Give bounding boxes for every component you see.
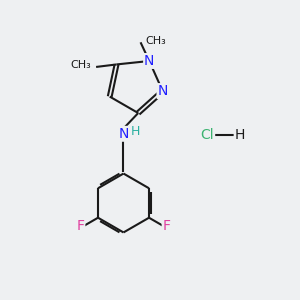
Text: H: H	[131, 125, 141, 138]
Text: H: H	[235, 128, 245, 142]
Text: CH₃: CH₃	[146, 36, 166, 46]
Text: F: F	[76, 219, 84, 233]
Text: Cl: Cl	[201, 128, 214, 142]
Text: F: F	[163, 219, 171, 233]
Text: N: N	[144, 54, 154, 68]
Text: N: N	[158, 84, 168, 98]
Text: CH₃: CH₃	[70, 61, 91, 70]
Text: N: N	[118, 127, 129, 141]
